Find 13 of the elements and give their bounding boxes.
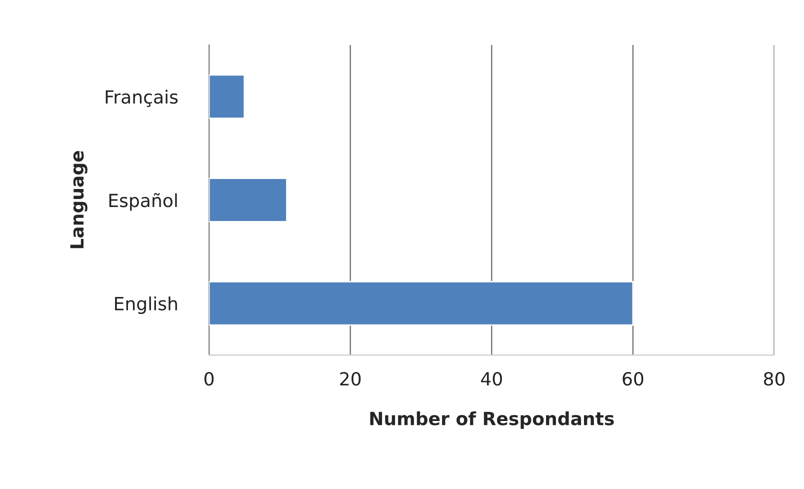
x-tick-label: 20 [340,372,361,386]
bar [209,74,246,120]
y-tick-label: Français [106,90,178,107]
x-tick-label: 0 [204,372,214,386]
x-tick-label: 60 [622,372,644,386]
y-tick-label: Español [109,192,177,211]
bar [209,178,288,222]
x-tick-label: 40 [481,372,502,386]
x-axis-title: Number of Respondants [370,411,614,429]
y-tick-label: English [115,296,177,314]
bar [209,280,634,326]
y-axis-title: Language [70,151,88,248]
x-tick-label: 80 [764,372,785,386]
